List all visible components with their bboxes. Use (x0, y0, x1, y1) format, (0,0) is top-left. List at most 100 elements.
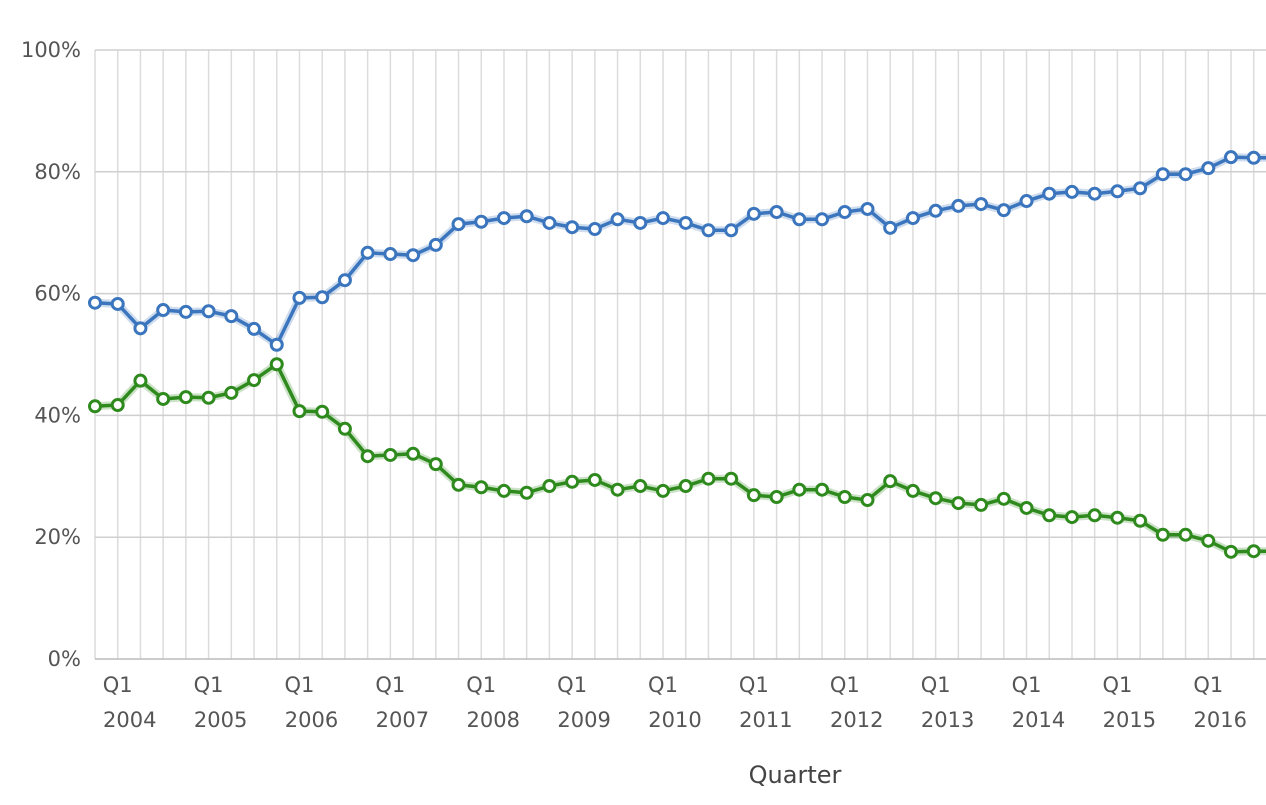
data-point (178, 304, 193, 319)
data-point (769, 204, 784, 219)
x-tick-quarter-label: Q1 (1012, 673, 1042, 697)
data-point (837, 204, 852, 219)
data-point (792, 212, 807, 227)
data-point (406, 248, 421, 263)
data-point (633, 479, 648, 494)
x-tick-quarter-label: Q1 (103, 673, 133, 697)
data-point (315, 404, 330, 419)
data-point (746, 206, 761, 221)
data-point (1155, 167, 1170, 182)
x-tick-year-label: 2013 (921, 708, 974, 732)
x-tick-year-label: 2006 (285, 708, 338, 732)
data-point (1178, 167, 1193, 182)
data-point (224, 385, 239, 400)
data-point (269, 337, 284, 352)
data-point (224, 309, 239, 324)
data-point (133, 373, 148, 388)
x-tick-quarter-label: Q1 (1102, 673, 1132, 697)
data-point (1110, 184, 1125, 199)
data-point (724, 223, 739, 238)
data-point (565, 474, 580, 489)
series-line (94, 155, 1266, 347)
data-point (451, 217, 466, 232)
data-point (133, 321, 148, 336)
series-blue (88, 150, 1266, 352)
data-point (905, 483, 920, 498)
data-point (156, 391, 171, 406)
y-tick-label: 60% (34, 282, 81, 306)
data-point (1064, 184, 1079, 199)
data-point (610, 482, 625, 497)
data-point (1133, 513, 1148, 528)
data-point (951, 198, 966, 213)
data-point (1087, 186, 1102, 201)
series-green (88, 357, 1266, 559)
data-point (519, 209, 534, 224)
data-point (178, 390, 193, 405)
data-point (383, 447, 398, 462)
x-tick-quarter-label: Q1 (466, 673, 496, 697)
x-tick-year-label: 2010 (648, 708, 701, 732)
data-point (656, 211, 670, 226)
data-point (815, 212, 830, 227)
data-point (792, 482, 807, 497)
x-tick-quarter-label: Q1 (557, 673, 587, 697)
data-point (496, 483, 511, 498)
series-line (94, 362, 1266, 554)
data-point (542, 215, 557, 230)
data-point (496, 211, 511, 226)
x-tick-quarter-label: Q1 (921, 673, 951, 697)
x-tick-year-label: 2005 (194, 708, 247, 732)
y-tick-label: 20% (34, 525, 81, 549)
data-point (996, 203, 1011, 218)
data-point (156, 303, 171, 318)
data-point (292, 290, 307, 305)
x-tick-year-label: 2015 (1103, 708, 1156, 732)
data-point (315, 290, 330, 305)
x-tick-quarter-label: Q1 (285, 673, 315, 697)
x-axis-ticks: Q1 2004 Q1 2005 Q1 2006 Q1 2007 Q1 2008 Q1 2009 Q1 20… (103, 673, 1247, 732)
data-point (587, 222, 602, 237)
data-point (383, 247, 398, 262)
data-point (724, 471, 739, 486)
data-point (406, 446, 421, 461)
data-point (769, 490, 784, 505)
data-point (883, 474, 898, 489)
x-tick-year-label: 2014 (1012, 708, 1065, 732)
data-point (519, 485, 534, 500)
x-tick-year-label: 2007 (376, 708, 429, 732)
x-tick-quarter-label: Q1 (830, 673, 860, 697)
data-point (1042, 508, 1057, 523)
data-point (1201, 533, 1216, 548)
data-point (837, 490, 852, 505)
x-tick-quarter-label: Q1 (648, 673, 678, 697)
data-point (1064, 510, 1079, 525)
x-tick-year-label: 2009 (557, 708, 610, 732)
data-point (678, 479, 693, 494)
data-point (292, 404, 307, 419)
data-point (1133, 181, 1148, 196)
data-point (678, 215, 693, 230)
x-tick-year-label: 2011 (739, 708, 792, 732)
y-axis-ticks: 0% 20% 40% 60% 80% 100% (21, 38, 81, 671)
data-point (701, 471, 716, 486)
data-point (883, 220, 898, 235)
y-tick-label: 80% (34, 160, 81, 184)
data-point (610, 212, 625, 227)
data-point (360, 449, 375, 464)
data-point (905, 211, 920, 226)
data-point (633, 215, 648, 230)
data-point (110, 398, 125, 413)
data-point (542, 479, 557, 494)
data-point (1155, 527, 1170, 542)
data-point (1110, 510, 1125, 525)
data-point (337, 273, 352, 288)
data-point (701, 223, 716, 238)
data-point (1246, 150, 1261, 165)
data-point (860, 201, 875, 216)
series-group (88, 150, 1266, 559)
data-point (1224, 150, 1238, 165)
data-point (996, 491, 1011, 506)
data-point (1246, 544, 1261, 559)
